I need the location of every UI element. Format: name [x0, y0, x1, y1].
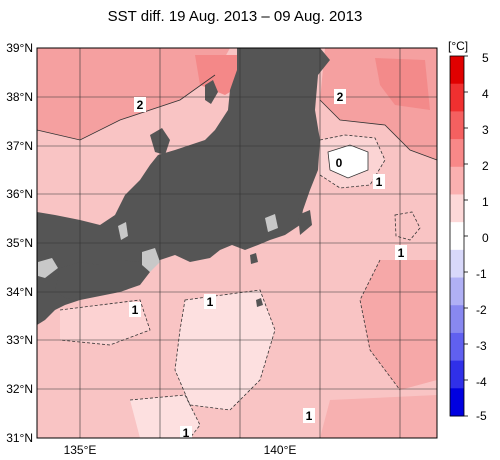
colorbar-tick: -5: [476, 409, 487, 423]
colorbar-frame: [449, 55, 465, 417]
colorbar-tick: 3: [482, 123, 489, 137]
colorbar-tick: 1: [482, 195, 489, 209]
colorbar-tick: 2: [482, 159, 489, 173]
colorbar-band: [450, 139, 464, 168]
colorbar-bands: [450, 55, 468, 417]
contour-label: 1: [376, 175, 383, 189]
colorbar-band: [450, 388, 464, 417]
colorbar-band: [450, 222, 464, 251]
lake-osaka-bay: [38, 258, 58, 278]
map-frame: [36, 47, 438, 439]
contour-label: 1: [207, 295, 214, 309]
warm-region-southeast: [320, 395, 437, 438]
contour-line-2-north: [36, 74, 216, 141]
contour-label: 1: [306, 409, 313, 423]
lake-ise-bay: [142, 248, 160, 272]
colorbar: [°C] 5 4 3 2 1 0 -1 -2 -3 -4 -5: [448, 39, 489, 423]
land-honshu: [37, 48, 330, 325]
warm-region-east: [360, 260, 437, 390]
map-title: SST diff. 19 Aug. 2013 – 09 Aug. 2013: [107, 8, 363, 25]
lake-inawashiro: [265, 214, 278, 232]
contour-label: 0: [336, 156, 343, 170]
land-boso: [298, 210, 312, 235]
contour-label: 1: [398, 246, 405, 260]
warm-region-north: [37, 48, 230, 140]
lat-label: 33°N: [6, 333, 33, 347]
colorbar-band: [450, 111, 464, 140]
colorbar-band: [450, 56, 464, 85]
lat-label: 39°N: [6, 41, 33, 55]
colorbar-tick: 0: [482, 231, 489, 245]
land-izu-islands-1: [250, 253, 258, 264]
contour-line-0-cold-core: [327, 144, 369, 179]
longitude-labels: 135°E 140°E: [64, 443, 297, 457]
land-izu-islands-2: [256, 298, 263, 307]
latitude-labels: 39°N 38°N 37°N 36°N 35°N 34°N 33°N 32°N …: [6, 41, 33, 445]
contour-label: 2: [137, 98, 144, 112]
colorbar-unit: [°C]: [448, 39, 468, 53]
contour-line-2-northeast: [319, 99, 438, 161]
colorbar-band: [450, 332, 464, 362]
colorbar-band: [450, 305, 464, 334]
lon-label: 140°E: [264, 443, 297, 457]
contour-line-1-southwest: [129, 394, 201, 439]
colorbar-ticks: 5 4 3 2 1 0 -1 -2 -3 -4 -5: [476, 51, 489, 423]
contour-line-1-east-small: [394, 211, 421, 241]
lat-label: 34°N: [6, 285, 33, 299]
colorbar-band: [450, 360, 464, 389]
colorbar-band: [450, 83, 464, 112]
land-sado-island: [205, 80, 218, 104]
contour-label-group: 2 2 0 1 1 1 1 1 1: [129, 89, 407, 440]
contour-lines: [36, 74, 438, 439]
contour-line-1-shelf: [59, 299, 151, 346]
colorbar-tick: -1: [476, 267, 487, 281]
lat-label: 37°N: [6, 139, 33, 153]
colorbar-tick: 5: [482, 51, 489, 65]
colorbar-tick: 4: [482, 87, 489, 101]
lat-label: 36°N: [6, 187, 33, 201]
lat-label: 38°N: [6, 90, 33, 104]
land-shikoku: [55, 260, 150, 300]
colorbar-band: [450, 277, 464, 306]
map-panel: 2 2 0 1 1 1 1 1 1: [36, 47, 438, 440]
contour-label: 1: [183, 426, 190, 440]
contour-label: 2: [337, 90, 344, 104]
cool-region-south: [175, 290, 275, 410]
lon-label: 135°E: [64, 443, 97, 457]
colorbar-tick: -4: [476, 375, 487, 389]
colorbar-band: [450, 166, 464, 195]
contour-line-1-east: [359, 259, 401, 391]
contour-label: 1: [132, 303, 139, 317]
colorbar-band: [450, 249, 464, 279]
lat-label: 32°N: [6, 382, 33, 396]
graticule: [37, 48, 437, 438]
lake-biwa: [118, 222, 128, 240]
contour-line-1-fukushima: [319, 134, 386, 189]
cool-region-sw-shelf: [60, 300, 150, 345]
colorbar-tick: -2: [476, 303, 487, 317]
colorbar-band: [450, 194, 464, 223]
lat-label: 31°N: [6, 431, 33, 445]
colorbar-tick: -3: [476, 339, 487, 353]
lat-label: 35°N: [6, 236, 33, 250]
